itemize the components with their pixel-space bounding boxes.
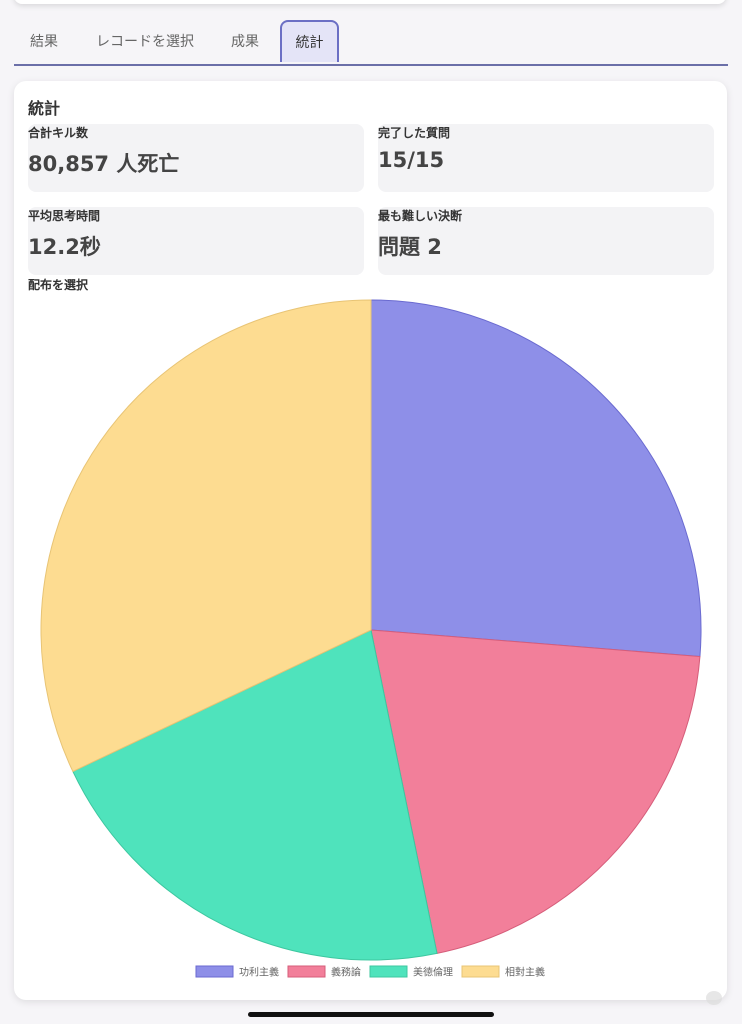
tab-bar: 結果 レコードを選択 成果 統計 — [14, 20, 728, 66]
stat-value: 80,857 人死亡 — [28, 152, 180, 176]
legend-item[interactable]: 義務論 — [287, 965, 361, 979]
legend-item[interactable]: 功利主義 — [195, 965, 279, 979]
stat-average-think-time: 平均思考時間 12.2秒 — [28, 207, 364, 275]
legend-swatch — [287, 965, 326, 978]
home-indicator — [248, 1012, 494, 1017]
stat-total-kills: 合計キル数 80,857 人死亡 — [28, 124, 364, 192]
chart-legend: 功利主義 義務論 美徳倫理 相對主義 — [195, 965, 545, 979]
stat-hardest-decision: 最も難しい決断 問題 2 — [378, 207, 714, 275]
pie-slice-2[interactable] — [370, 629, 701, 954]
previous-card-edge — [14, 0, 726, 4]
legend-label: 功利主義 — [239, 966, 279, 979]
pie-chart — [40, 299, 702, 961]
stat-label: 平均思考時間 — [28, 209, 101, 223]
stat-value: 12.2秒 — [28, 235, 101, 259]
eye-icon — [706, 991, 722, 1005]
legend-label: 美徳倫理 — [413, 966, 453, 979]
stat-label: 合計キル数 — [28, 126, 89, 140]
pie-slice-4[interactable] — [40, 299, 372, 773]
pie-slice-3[interactable] — [72, 629, 438, 961]
chart-title: 配布を選択 — [28, 278, 89, 292]
statistics-card: 統計 合計キル数 80,857 人死亡 完了した質問 15/15 平均思考時間 … — [14, 81, 727, 1000]
tab-results[interactable]: 結果 — [30, 34, 58, 50]
stat-label: 完了した質問 — [378, 126, 451, 140]
tab-statistics[interactable]: 統計 — [280, 20, 339, 62]
legend-label: 義務論 — [331, 966, 361, 979]
legend-swatch — [195, 965, 234, 978]
legend-swatch — [461, 965, 500, 978]
legend-item[interactable]: 美徳倫理 — [369, 965, 453, 979]
legend-label: 相對主義 — [505, 966, 545, 979]
tab-select-record[interactable]: レコードを選択 — [96, 34, 194, 50]
pie-slice-1[interactable] — [370, 299, 702, 658]
legend-swatch — [369, 965, 408, 978]
stat-completed-questions: 完了した質問 15/15 — [378, 124, 714, 192]
card-title: 統計 — [28, 99, 61, 118]
stat-value: 15/15 — [378, 148, 445, 172]
stat-label: 最も難しい決断 — [378, 209, 463, 223]
stat-value: 問題 2 — [378, 235, 442, 259]
legend-item[interactable]: 相對主義 — [461, 965, 545, 979]
tab-achievements[interactable]: 成果 — [231, 34, 259, 50]
